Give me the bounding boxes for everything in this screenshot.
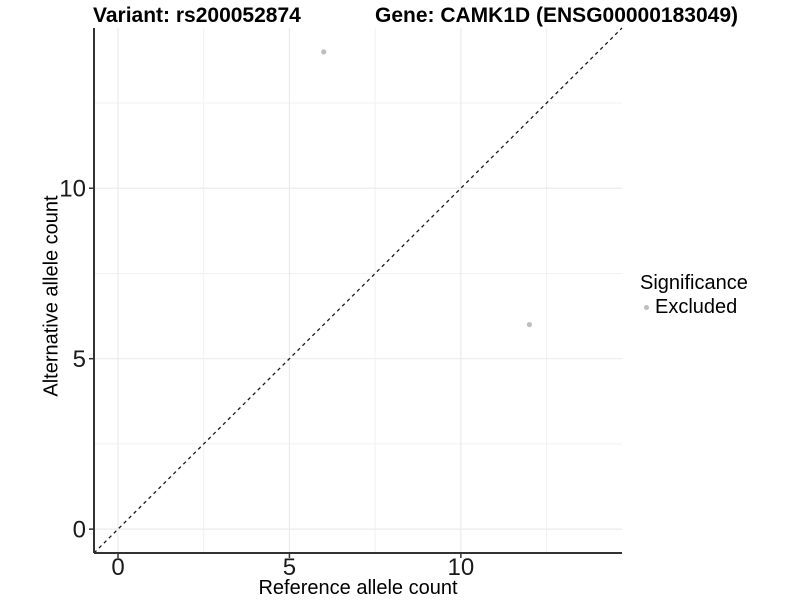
legend-item-excluded: Excluded <box>640 296 748 318</box>
y-tick-label: 0 <box>73 517 86 544</box>
y-axis-title: Alternative allele count <box>40 195 63 397</box>
legend-key-dot-icon <box>644 304 649 310</box>
legend-item-label: Excluded <box>655 296 738 318</box>
legend-title: Significance <box>640 272 748 294</box>
y-tick-label: 10 <box>59 176 86 203</box>
x-tick-label: 10 <box>448 554 475 581</box>
identity-reference-line <box>93 27 623 554</box>
plot-title-gene: Gene: CAMK1D (ENSG00000183049) <box>375 4 738 27</box>
x-axis-title: Reference allele count <box>258 577 458 599</box>
data-point <box>526 321 533 328</box>
legend: Significance Excluded <box>640 272 748 318</box>
x-tick-label: 5 <box>283 554 296 581</box>
y-tick-label: 5 <box>73 346 86 373</box>
data-point <box>321 49 327 55</box>
x-tick-label: 0 <box>111 554 124 581</box>
plot-title-variant: Variant: rs200052874 <box>93 4 301 27</box>
